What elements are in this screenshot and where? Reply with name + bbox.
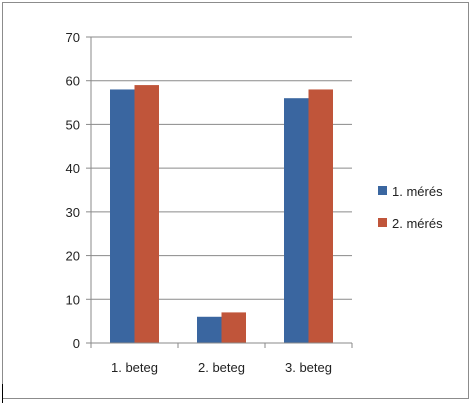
- corner-line: [2, 384, 3, 403]
- x-tick-label: 3. beteg: [285, 360, 332, 375]
- bar-1-1: [110, 89, 135, 343]
- bar-1-3: [284, 98, 309, 343]
- y-tick-label: 10: [66, 292, 80, 307]
- y-tick-label: 40: [66, 161, 80, 176]
- y-tick-label: 20: [66, 249, 80, 264]
- y-tick-label: 60: [66, 74, 80, 89]
- bar-1-2: [197, 316, 222, 343]
- legend: 1. mérés 2. mérés: [378, 184, 443, 231]
- bar-2-1: [134, 85, 159, 343]
- x-tick-label: 1. beteg: [111, 360, 158, 375]
- legend-label: 1. mérés: [392, 184, 443, 199]
- y-tick-label: 50: [66, 117, 80, 132]
- y-axis: 0 10 20 30 40 50 60 70: [66, 30, 92, 351]
- legend-swatch: [378, 186, 387, 195]
- legend-swatch: [378, 218, 387, 227]
- y-tick-label: 0: [73, 336, 80, 351]
- bar-2-3: [308, 89, 333, 343]
- bars: [110, 85, 333, 343]
- legend-label: 2. mérés: [392, 216, 443, 231]
- y-tick-label: 70: [66, 30, 80, 45]
- y-tick-label: 30: [66, 205, 80, 220]
- bar-2-2: [221, 312, 246, 343]
- x-axis: 1. beteg 2. beteg 3. beteg: [90, 342, 353, 375]
- x-tick-label: 2. beteg: [198, 360, 245, 375]
